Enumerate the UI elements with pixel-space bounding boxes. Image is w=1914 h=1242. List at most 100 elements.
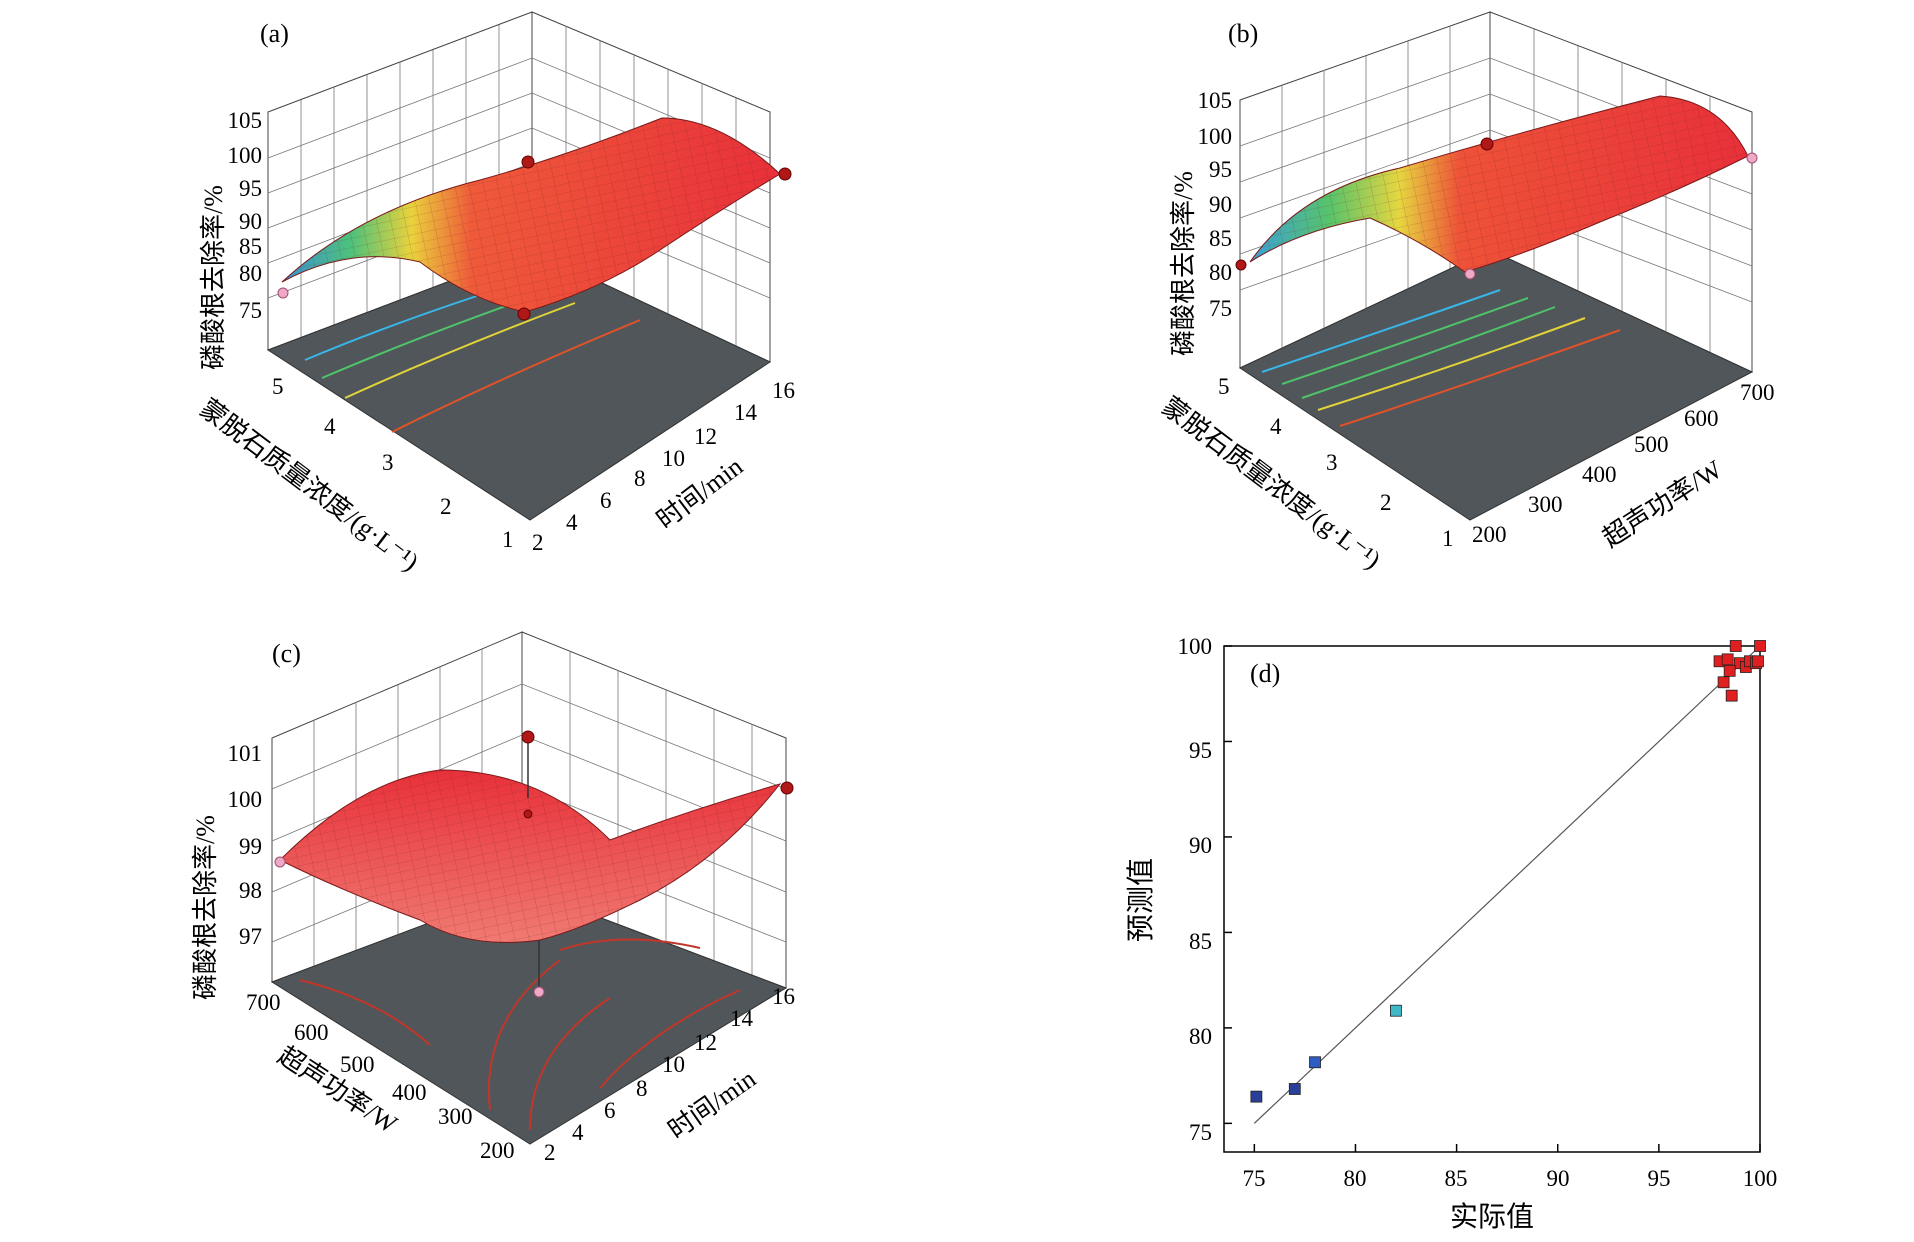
panel-c: (c) 101 100 99 98 [191,631,795,1165]
panel-d-yticks: 75 80 85 90 95 100 [1178,634,1213,1145]
panel-a-label: (a) [260,19,289,48]
panel-b-ztick: 95 [1209,157,1232,182]
panel-d-xtick: 100 [1743,1166,1778,1191]
panel-c-point [780,781,794,795]
panel-b-point [1235,259,1247,271]
panel-b-floor [1238,249,1754,521]
panel-c-xtick: 2 [544,1140,556,1165]
panel-d-point [1723,664,1736,677]
panel-b-ztick: 85 [1209,226,1232,251]
panel-c-xtick: 4 [572,1120,584,1145]
panel-d-point [1721,653,1734,666]
panel-c-xtick: 6 [604,1098,616,1123]
panel-d-plot-area [1223,645,1761,1153]
panel-b-zlabel: 磷酸根去除率/% [1169,171,1198,356]
panel-d-xtick: 95 [1648,1166,1671,1191]
panel-b-contours [1261,289,1621,427]
panel-d-ytick: 80 [1189,1024,1212,1049]
panel-b-xticks: 200 300 400 500 600 700 [1472,380,1775,547]
panel-d-xtick: 85 [1445,1166,1468,1191]
panel-d-point [1752,655,1764,668]
panel-b-yticks: 5 4 3 2 1 [1218,374,1454,551]
panel-d-xtick: 80 [1344,1166,1367,1191]
panel-a-ztick: 75 [239,298,262,323]
panel-a-floor [266,249,772,521]
panel-a-ytick: 5 [272,374,284,399]
panel-d-ytick: 95 [1189,738,1212,763]
panel-d-ytick: 75 [1189,1120,1212,1145]
panel-b-ytick: 1 [1442,526,1454,551]
panel-d-label: (d) [1250,659,1280,688]
panel-b-ytick: 3 [1326,450,1338,475]
panel-b-xtick: 200 [1472,522,1507,547]
panel-c-mesh [280,770,780,943]
panel-a-ztick: 85 [239,234,262,259]
panel-c-ytick: 300 [438,1104,473,1129]
panel-b-ytick: 5 [1218,374,1230,399]
panel-d-point [1754,640,1766,652]
panel-b-point [1746,152,1758,164]
panel-c-ytick: 500 [340,1052,375,1077]
panel-b-label: (b) [1228,19,1258,48]
panel-c-point [274,856,286,868]
panel-c-xtick: 8 [636,1076,648,1101]
panel-a-xtick: 8 [634,466,646,491]
panel-d-xlabel: 实际值 [1450,1201,1534,1233]
panel-d-xtick: 75 [1243,1166,1266,1191]
panel-a-point [521,155,535,169]
panel-d-point [1729,640,1742,652]
panel-d-point [1309,1056,1321,1069]
panel-d-point [1717,676,1730,689]
panel-a-ytick: 3 [382,450,394,475]
panel-c-ytick: 200 [480,1138,515,1163]
panel-c-ztick: 100 [228,787,263,812]
panel-a-xtick: 6 [600,488,612,513]
panel-c-ztick: 98 [239,878,262,903]
panel-c-contours [299,938,741,1131]
panel-a-xtick: 10 [662,446,685,471]
panel-b-zticks: 105 100 95 90 85 80 75 [1198,88,1233,321]
panel-b-mesh [1250,96,1748,272]
panel-c-ztick: 99 [239,834,262,859]
panel-c-zticks: 101 100 99 98 97 [228,741,263,949]
panel-b-ytick: 2 [1380,490,1392,515]
panel-a-xtick: 16 [772,378,795,403]
panel-b: (b) 105 100 95 90 85 80 [1156,11,1775,575]
panel-c-zlabel: 磷酸根去除率/% [191,815,220,1000]
panel-a-point [277,287,289,299]
panel-d-ytick: 90 [1189,833,1212,858]
panel-c-ytick: 600 [294,1020,329,1045]
panel-c-ytick: 400 [392,1080,427,1105]
panel-a-xtick: 2 [532,530,544,555]
panel-d-fit-line [1253,645,1761,1124]
panel-b-xtick: 700 [1740,380,1775,405]
panel-d: (d) 75 80 85 90 95 100 75 80 85 90 95 10… [1125,634,1777,1233]
panel-d-point [1250,1090,1263,1103]
panel-d-ticks [1224,645,1761,1152]
panel-a-yticks: 5 4 3 2 1 [272,374,514,552]
panel-a-xtick: 14 [734,400,758,425]
panel-a-xtick: 12 [694,424,717,449]
panel-b-ztick: 90 [1209,192,1232,217]
panel-a-ztick: 95 [239,176,262,201]
panel-c-xtick: 12 [694,1030,717,1055]
panel-a-ztick: 100 [228,143,263,168]
panel-d-xtick: 90 [1547,1166,1570,1191]
panel-b-point [1464,268,1476,280]
panel-a-ztick: 80 [239,261,262,286]
panel-a-xtick: 4 [566,510,578,535]
panel-d-ytick: 85 [1189,929,1212,954]
panel-c-ylabel: 超声功率/W [273,1041,403,1140]
panel-c-ztick: 101 [228,741,263,766]
panel-d-point [1725,689,1738,702]
panel-a-ytick: 4 [324,414,336,439]
panel-d-points [1250,640,1766,1103]
panel-b-ztick: 105 [1198,88,1233,113]
panel-c-xtick: 10 [662,1052,685,1077]
panel-b-xtick: 300 [1528,492,1563,517]
panel-c-ytick: 700 [246,990,281,1015]
panel-b-ztick: 100 [1198,124,1233,149]
panel-c-label: (c) [272,639,301,668]
panel-d-point [1390,1004,1402,1017]
panel-c-point [521,730,535,744]
